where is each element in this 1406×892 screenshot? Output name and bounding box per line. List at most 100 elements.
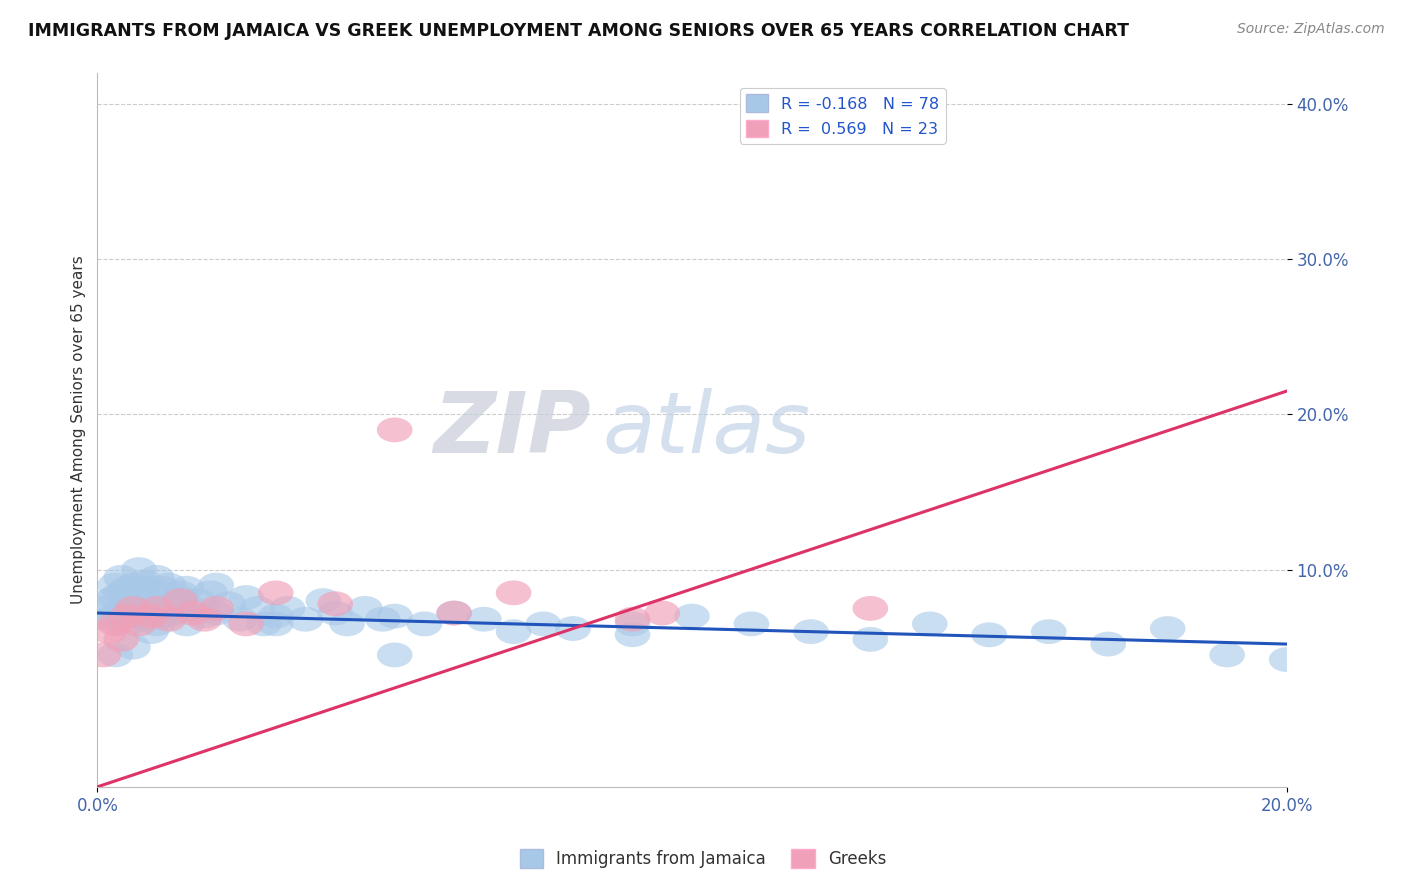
Ellipse shape [1150,616,1185,641]
Ellipse shape [257,604,294,629]
Ellipse shape [793,619,828,644]
Ellipse shape [150,573,187,598]
Ellipse shape [139,596,174,621]
Ellipse shape [614,612,651,636]
Ellipse shape [163,581,198,606]
Ellipse shape [103,581,139,606]
Ellipse shape [139,591,174,616]
Ellipse shape [270,596,305,621]
Ellipse shape [1091,632,1126,657]
Ellipse shape [377,604,412,629]
Ellipse shape [110,575,145,600]
Ellipse shape [288,607,323,632]
Ellipse shape [852,596,889,621]
Ellipse shape [406,612,443,636]
Ellipse shape [1031,619,1067,644]
Ellipse shape [673,604,710,629]
Ellipse shape [97,612,134,636]
Ellipse shape [145,575,180,600]
Ellipse shape [436,600,472,625]
Ellipse shape [198,600,235,625]
Ellipse shape [465,607,502,632]
Ellipse shape [240,596,276,621]
Legend: R = -0.168   N = 78, R =  0.569   N = 23: R = -0.168 N = 78, R = 0.569 N = 23 [740,88,946,144]
Ellipse shape [157,600,193,625]
Ellipse shape [121,581,157,606]
Ellipse shape [1268,648,1305,672]
Ellipse shape [115,604,150,629]
Ellipse shape [97,573,134,598]
Ellipse shape [97,585,134,610]
Ellipse shape [228,612,264,636]
Ellipse shape [134,600,169,625]
Ellipse shape [86,642,121,667]
Ellipse shape [222,607,257,632]
Ellipse shape [86,596,121,621]
Ellipse shape [329,612,366,636]
Ellipse shape [174,596,211,621]
Y-axis label: Unemployment Among Seniors over 65 years: Unemployment Among Seniors over 65 years [72,255,86,604]
Text: Source: ZipAtlas.com: Source: ZipAtlas.com [1237,22,1385,37]
Ellipse shape [644,600,681,625]
Ellipse shape [187,607,222,632]
Ellipse shape [257,581,294,606]
Ellipse shape [526,612,561,636]
Ellipse shape [496,619,531,644]
Ellipse shape [377,642,412,667]
Ellipse shape [97,604,134,629]
Ellipse shape [127,570,163,594]
Ellipse shape [257,612,294,636]
Ellipse shape [734,612,769,636]
Ellipse shape [496,581,531,606]
Ellipse shape [110,604,145,629]
Ellipse shape [115,635,150,659]
Ellipse shape [121,612,157,636]
Ellipse shape [163,588,198,613]
Ellipse shape [150,607,187,632]
Legend: Immigrants from Jamaica, Greeks: Immigrants from Jamaica, Greeks [513,843,893,875]
Ellipse shape [614,607,651,632]
Ellipse shape [97,642,134,667]
Ellipse shape [198,596,235,621]
Ellipse shape [366,607,401,632]
Ellipse shape [228,585,264,610]
Text: IMMIGRANTS FROM JAMAICA VS GREEK UNEMPLOYMENT AMONG SENIORS OVER 65 YEARS CORREL: IMMIGRANTS FROM JAMAICA VS GREEK UNEMPLO… [28,22,1129,40]
Ellipse shape [1209,642,1244,667]
Ellipse shape [139,565,174,590]
Ellipse shape [163,585,198,610]
Ellipse shape [305,588,342,613]
Ellipse shape [436,600,472,625]
Ellipse shape [198,573,235,598]
Ellipse shape [180,588,217,613]
Ellipse shape [134,575,169,600]
Ellipse shape [246,612,281,636]
Text: atlas: atlas [603,388,811,471]
Ellipse shape [139,612,174,636]
Ellipse shape [211,591,246,616]
Ellipse shape [614,623,651,648]
Ellipse shape [103,627,139,652]
Ellipse shape [555,616,591,641]
Ellipse shape [103,600,139,625]
Ellipse shape [115,596,150,621]
Ellipse shape [121,558,157,582]
Ellipse shape [134,604,169,629]
Ellipse shape [103,565,139,590]
Ellipse shape [91,607,127,632]
Ellipse shape [912,612,948,636]
Ellipse shape [318,591,353,616]
Ellipse shape [193,581,228,606]
Ellipse shape [110,591,145,616]
Ellipse shape [972,623,1007,648]
Ellipse shape [145,604,180,629]
Ellipse shape [127,588,163,613]
Ellipse shape [174,600,211,625]
Ellipse shape [852,627,889,652]
Ellipse shape [169,612,204,636]
Ellipse shape [187,604,222,629]
Ellipse shape [169,575,204,600]
Ellipse shape [91,619,127,644]
Ellipse shape [134,619,169,644]
Ellipse shape [318,600,353,625]
Ellipse shape [110,612,145,636]
